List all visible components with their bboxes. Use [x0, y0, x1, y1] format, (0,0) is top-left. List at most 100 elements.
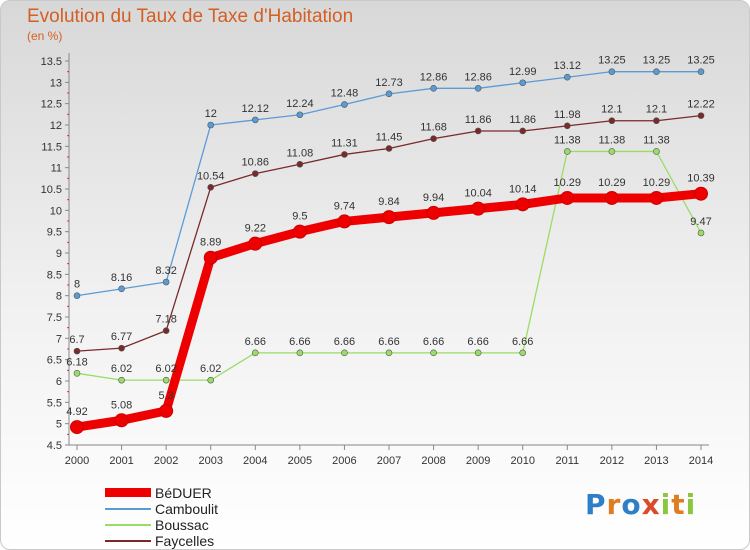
y-minor-tick [67, 71, 69, 73]
data-label-boussac: 6.02 [200, 363, 221, 375]
data-point-b-duer [515, 197, 530, 212]
y-tick-label: 5.5 [47, 397, 62, 409]
chart-subtitle: (en %) [27, 29, 63, 43]
y-minor-tick [67, 177, 69, 179]
data-point-camboulit [385, 90, 393, 98]
data-point-b-duer [426, 205, 441, 220]
data-point-camboulit [697, 68, 705, 75]
data-label-b-duer: 8.89 [200, 237, 221, 249]
proxiti-logo: Proxiti [585, 488, 696, 521]
x-tick-label: 2010 [510, 455, 534, 467]
data-label-faycelles: 11.86 [465, 114, 492, 126]
y-tick-label: 9.5 [47, 227, 62, 239]
data-label-faycelles: 12.1 [646, 104, 667, 116]
x-tick-label: 2005 [288, 455, 312, 467]
data-label-faycelles: 11.31 [331, 137, 358, 149]
data-point-b-duer [248, 236, 263, 251]
logo-letter: P [585, 488, 607, 521]
data-label-camboulit: 8.32 [155, 265, 176, 277]
y-tick-label: 4.5 [47, 440, 62, 452]
y-minor-tick [67, 348, 69, 350]
data-label-boussac: 6.66 [467, 336, 488, 348]
y-tick-label: 6 [56, 376, 62, 388]
data-point-camboulit [563, 73, 571, 81]
data-point-faycelles [653, 117, 660, 125]
y-minor-tick [67, 263, 69, 265]
data-point-camboulit [653, 68, 660, 75]
data-label-b-duer: 5.3 [158, 390, 173, 402]
y-minor-tick [67, 391, 69, 393]
x-tick-label: 2014 [689, 455, 713, 467]
y-tick-label: 7 [56, 333, 62, 345]
logo-letter: r [606, 488, 622, 521]
data-label-b-duer: 9.5 [292, 211, 307, 223]
legend-item: BéDUER [105, 485, 305, 501]
x-tick-label: 2003 [198, 455, 222, 467]
data-label-camboulit: 12.86 [464, 71, 492, 83]
data-point-boussac [385, 349, 393, 357]
data-point-faycelles [519, 127, 527, 135]
data-label-b-duer: 5.08 [111, 399, 132, 411]
data-point-b-duer [694, 186, 708, 201]
data-label-faycelles: 11.08 [286, 147, 313, 159]
data-point-camboulit [608, 68, 616, 75]
data-point-b-duer [203, 250, 218, 265]
data-label-faycelles: 6.77 [111, 331, 132, 343]
data-label-boussac: 6.66 [423, 336, 444, 348]
data-label-camboulit: 13.25 [643, 55, 671, 67]
data-point-boussac [519, 349, 527, 357]
data-label-faycelles: 6.7 [69, 334, 84, 346]
y-minor-tick [67, 199, 69, 201]
y-minor-tick [67, 92, 69, 94]
logo-letter: t [671, 488, 686, 521]
data-label-camboulit: 8 [74, 279, 80, 291]
x-tick-label: 2011 [555, 455, 579, 467]
chart-title: Evolution du Taux de Taxe d'Habitation [27, 6, 354, 27]
y-tick-label: 11 [51, 163, 62, 175]
data-label-b-duer: 10.29 [554, 177, 582, 189]
data-label-boussac: 9.47 [690, 216, 711, 228]
data-label-boussac: 6.02 [111, 363, 132, 375]
y-tick-label: 6.5 [47, 355, 62, 367]
data-point-faycelles [474, 127, 482, 135]
logo-letter: i [685, 488, 697, 521]
y-minor-tick [67, 135, 69, 137]
data-point-camboulit [251, 116, 259, 124]
y-minor-tick [67, 284, 69, 286]
x-tick-label: 2002 [154, 455, 178, 467]
legend-label: BéDUER [155, 485, 212, 501]
y-minor-tick [67, 369, 69, 371]
legend-swatch [105, 488, 151, 497]
data-point-faycelles [207, 183, 215, 191]
data-label-camboulit: 12.73 [375, 77, 403, 89]
y-tick-label: 12 [50, 120, 62, 132]
y-tick-label: 9 [56, 248, 62, 260]
data-label-faycelles: 11.68 [420, 122, 447, 134]
data-point-boussac [341, 349, 348, 357]
legend-item: Camboulit [105, 501, 305, 517]
legend-swatch [105, 540, 151, 542]
legend-label: Boussac [155, 517, 209, 533]
data-label-camboulit: 12.24 [286, 98, 314, 110]
data-point-camboulit [207, 121, 215, 129]
data-label-b-duer: 9.22 [245, 223, 266, 235]
y-tick-label: 10.5 [41, 184, 62, 196]
data-point-faycelles [296, 160, 304, 168]
data-label-faycelles: 12.1 [601, 104, 622, 116]
data-point-camboulit [430, 85, 437, 92]
y-tick-label: 13 [50, 77, 62, 89]
data-label-b-duer: 9.84 [378, 196, 399, 208]
data-label-boussac: 6.66 [245, 336, 266, 348]
data-label-camboulit: 12 [205, 108, 217, 120]
y-tick-label: 5 [56, 419, 62, 431]
data-label-boussac: 6.66 [512, 336, 533, 348]
data-point-faycelles [430, 135, 437, 142]
data-point-boussac [608, 148, 616, 155]
data-label-b-duer: 10.29 [598, 177, 626, 189]
x-tick-label: 2008 [421, 455, 445, 467]
data-label-camboulit: 12.99 [509, 66, 537, 78]
legend-swatch [105, 508, 151, 510]
data-point-boussac [563, 148, 571, 155]
data-label-camboulit: 13.25 [687, 55, 715, 67]
